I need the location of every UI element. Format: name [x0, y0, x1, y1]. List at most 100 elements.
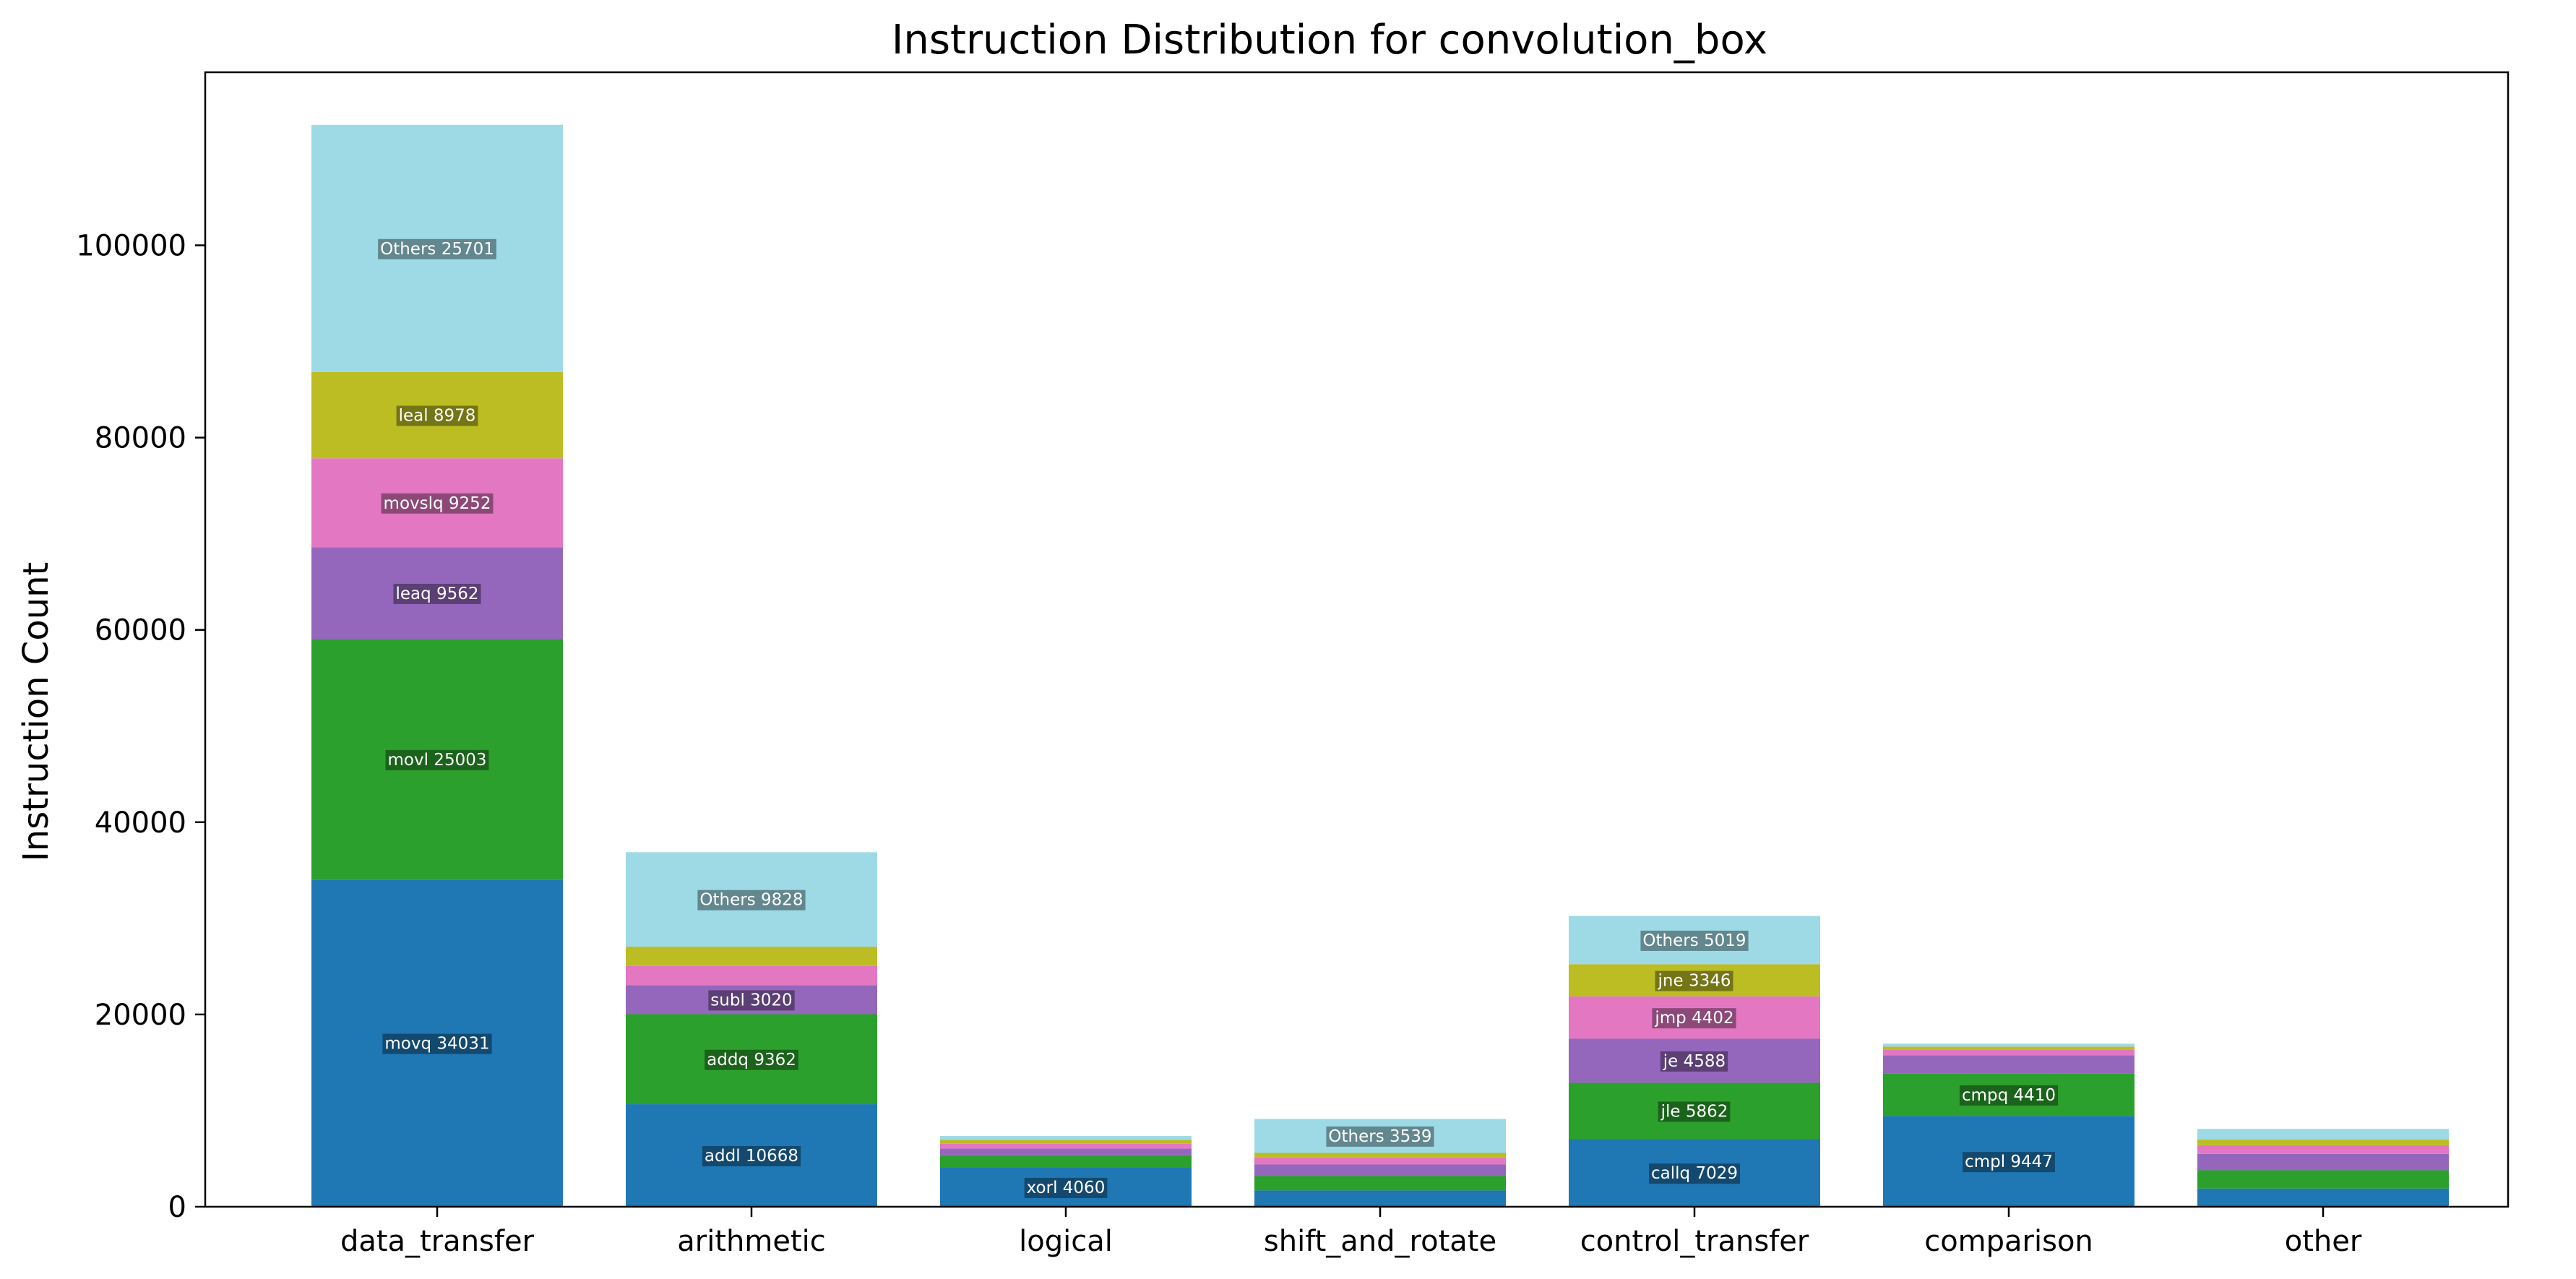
segment-label-bg	[378, 238, 496, 259]
bar-arithmetic	[626, 852, 877, 1207]
segment-label: je 4588	[1660, 1051, 1728, 1072]
bar-segment	[1254, 1153, 1506, 1158]
bar-other	[2197, 1129, 2449, 1207]
x-tick-label: shift_and_rotate	[1264, 1225, 1496, 1258]
y-tick-label: 0	[168, 1191, 186, 1224]
segment-label-bg	[1649, 1163, 1740, 1184]
segment-label-bg	[1640, 930, 1749, 951]
segment-label: addl 10668	[702, 1146, 801, 1167]
bar-segment	[1569, 1139, 1820, 1207]
bar-segment	[311, 458, 563, 548]
segment-label-text: Others 5019	[1642, 931, 1746, 950]
bar-segment	[311, 124, 563, 372]
segment-label-text: jmp 4402	[1654, 1009, 1733, 1028]
bars-layer	[311, 124, 2449, 1207]
bar-segment	[626, 1104, 877, 1207]
y-tick-label: 80000	[95, 422, 186, 455]
bar-segment	[311, 371, 563, 459]
segment-label-bg	[382, 1033, 492, 1054]
x-tick-label: arithmetic	[677, 1225, 825, 1258]
y-tick-label: 100000	[76, 229, 186, 262]
segment-label-text: Others 25701	[380, 240, 494, 259]
segment-label: jle 5862	[1658, 1101, 1731, 1122]
segment-label: Others 5019	[1640, 930, 1749, 951]
segment-label: jne 3346	[1655, 970, 1733, 991]
segment-label-bg	[1963, 1152, 2055, 1173]
segment-label-bg	[697, 890, 806, 910]
segment-label-bg	[396, 405, 478, 426]
segment-label-bg	[705, 1049, 798, 1070]
segment-label: Others 3539	[1326, 1126, 1434, 1147]
bar-segment	[1569, 1082, 1820, 1140]
bar-segment	[1883, 1055, 2135, 1074]
bar-data_transfer	[311, 124, 563, 1207]
bar-segment	[626, 852, 877, 947]
segment-label-text: xorl 4060	[1027, 1179, 1106, 1197]
segment-label-text: movq 34031	[384, 1035, 489, 1054]
segment-label-bg	[708, 990, 795, 1011]
bar-segment	[1883, 1049, 2135, 1056]
segment-label: movslq 9252	[381, 493, 494, 514]
segment-label-text: movslq 9252	[384, 494, 491, 513]
bar-segment	[1569, 1038, 1820, 1083]
bar-logical	[940, 1136, 1192, 1207]
segment-label-text: cmpl 9447	[1965, 1153, 2053, 1171]
segment-label: Others 25701	[378, 238, 496, 259]
segment-label-bg	[385, 749, 489, 770]
bar-segment	[1254, 1164, 1506, 1176]
segment-label-bg	[1655, 970, 1733, 991]
bar-segment	[2197, 1188, 2449, 1207]
bar-segment	[1254, 1190, 1506, 1207]
bar-segment	[1883, 1116, 2135, 1207]
bar-segment	[626, 965, 877, 986]
segment-label-text: Others 3539	[1328, 1127, 1431, 1146]
segment-label-text: jle 5862	[1660, 1102, 1728, 1121]
segment-label-text: subl 3020	[710, 991, 792, 1009]
bar-segment	[2197, 1145, 2449, 1154]
bar-segment	[1569, 964, 1820, 996]
segment-label-bg	[393, 583, 481, 604]
segment-label: leaq 9562	[393, 583, 481, 604]
x-tick-label: other	[2285, 1225, 2362, 1258]
y-tick-label: 40000	[95, 806, 186, 840]
segment-label: xorl 4060	[1024, 1177, 1108, 1198]
bar-segment	[2197, 1153, 2449, 1171]
segment-label-bg	[1660, 1051, 1728, 1072]
segment-label-text: addl 10668	[705, 1147, 798, 1166]
x-tick-label: logical	[1019, 1225, 1113, 1258]
segment-label-bg	[1024, 1177, 1108, 1198]
segment-label: Others 9828	[697, 890, 806, 910]
bar-segment	[1254, 1176, 1506, 1191]
plot-frame	[204, 71, 2510, 1208]
segment-label-text: leal 8978	[399, 406, 476, 425]
segment-label-bg	[702, 1146, 801, 1167]
bar-comparison	[1883, 1043, 2135, 1207]
bar-segment	[940, 1155, 1192, 1168]
segment-label-text: cmpq 4410	[1962, 1086, 2056, 1105]
y-tick-label: 20000	[95, 999, 186, 1032]
bar-segment	[1569, 916, 1820, 965]
bar-segment	[940, 1140, 1192, 1144]
bar-segment	[940, 1143, 1192, 1149]
segment-label: cmpl 9447	[1963, 1152, 2055, 1173]
segment-label-text: callq 7029	[1651, 1164, 1738, 1183]
segment-label-bg	[1652, 1008, 1736, 1029]
segment-label-bg	[1658, 1101, 1731, 1122]
bar-segment	[2197, 1129, 2449, 1140]
y-tick-label: 60000	[95, 614, 186, 647]
segment-label-text: leaq 9562	[395, 585, 478, 603]
segment-label-text: Others 9828	[699, 891, 803, 910]
bar-segment	[1883, 1043, 2135, 1047]
y-axis-title: Instruction Count	[16, 562, 56, 862]
segment-label-text: addq 9362	[707, 1051, 796, 1069]
segment-label: cmpq 4410	[1959, 1085, 2059, 1106]
bar-segment	[311, 879, 563, 1207]
segment-label-text: jne 3346	[1658, 972, 1731, 991]
bar-segment	[626, 985, 877, 1015]
bar-segment	[311, 639, 563, 880]
bar-shift_and_rotate	[1254, 1119, 1506, 1207]
x-tick-label: data_transfer	[340, 1225, 535, 1258]
bar-segment	[626, 947, 877, 966]
x-tick-label: comparison	[1924, 1225, 2093, 1258]
